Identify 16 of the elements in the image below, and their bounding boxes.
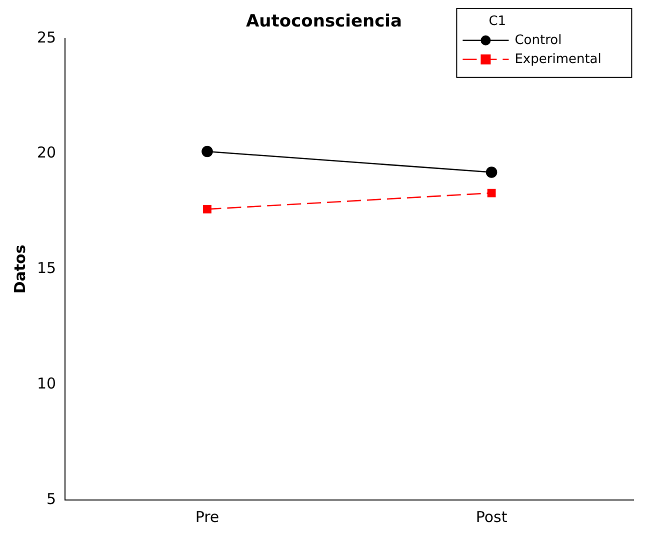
point bbox=[487, 188, 496, 198]
point bbox=[202, 146, 213, 158]
y-tick-label: 10 bbox=[36, 374, 56, 392]
y-tick-label: 25 bbox=[36, 28, 56, 46]
legend-title: C1 bbox=[488, 14, 506, 29]
legend-label: Experimental bbox=[514, 52, 602, 67]
y-tick-label: 15 bbox=[36, 259, 56, 278]
x-tick-label: Post bbox=[476, 508, 508, 526]
y-tick-label: 20 bbox=[36, 144, 56, 162]
legend-label: Control bbox=[514, 32, 562, 48]
chart-title: Autoconsciencia bbox=[246, 12, 402, 32]
point bbox=[203, 205, 212, 214]
x-tick-label: Pre bbox=[195, 508, 220, 526]
point bbox=[486, 166, 498, 178]
y-axis-title: Datos bbox=[10, 244, 29, 294]
y-tick-label: 5 bbox=[46, 490, 56, 508]
